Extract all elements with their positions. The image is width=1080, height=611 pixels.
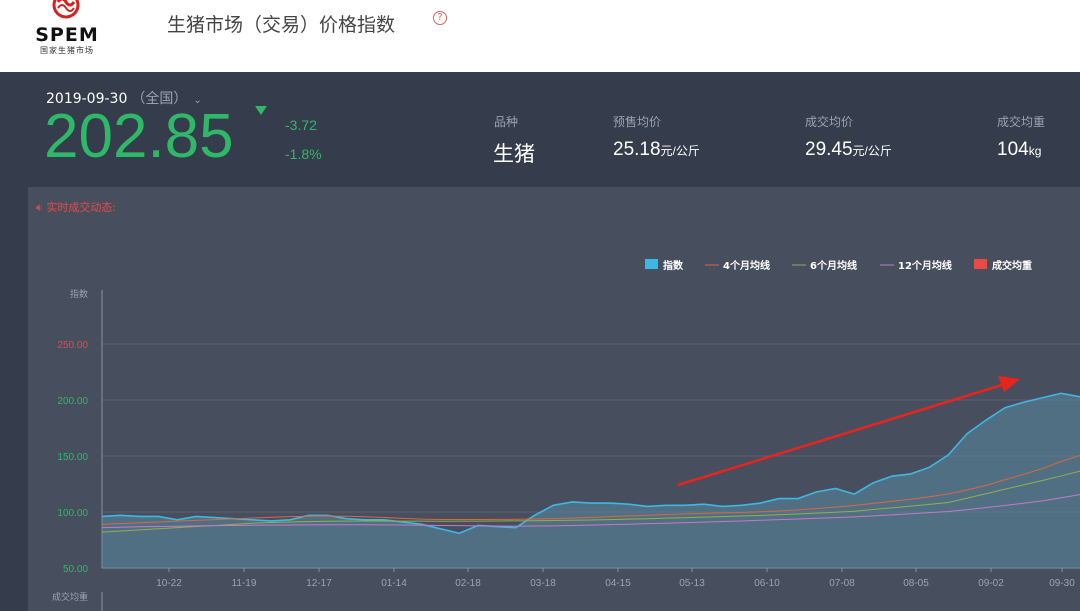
presale-unit: 元/公斤 — [660, 144, 700, 158]
weight-value: 104 — [997, 139, 1029, 160]
x-tick-label: 09-02 — [978, 578, 1004, 589]
ticker-label: 实时成交动态: — [46, 201, 117, 214]
down-triangle-icon — [255, 106, 267, 115]
logo-subtitle: 国家生猪市场 — [40, 46, 94, 55]
legend-label: 4个月均线 — [723, 259, 770, 272]
spem-logo[interactable]: SPEM 国家生猪市场 — [30, 0, 104, 58]
x-tick-label: 09-30 — [1049, 578, 1075, 589]
pig-logo-icon — [52, 0, 80, 19]
index-area — [102, 393, 1080, 568]
x-tick-label: 05-13 — [679, 578, 705, 589]
change-absolute: -3.72 — [285, 117, 317, 133]
presale-price: 25.18元/公斤 — [613, 139, 700, 161]
left-strip — [0, 115, 28, 539]
weight-label: 成交均重 — [997, 115, 1046, 129]
trend-arrow-head — [998, 376, 1020, 392]
logo-text: SPEM — [35, 24, 99, 46]
legend-swatch — [974, 259, 987, 269]
y-tick-label: 200.00 — [57, 396, 88, 407]
trend-arrow-shaft — [677, 382, 1006, 487]
ma4-line — [101, 454, 1080, 525]
region-label: （全国） — [131, 91, 188, 107]
legend-label: 指数 — [663, 259, 684, 272]
change-percent: -1.8% — [285, 146, 322, 162]
x-tick-label: 10-22 — [156, 578, 182, 589]
speaker-icon: 🔉︎ — [36, 201, 43, 214]
y-tick-label: 50.00 — [63, 564, 88, 575]
index-value: 202.85 — [44, 102, 234, 171]
x-tick-label: 02-18 — [455, 578, 481, 589]
date-label: 2019-09-30 — [46, 91, 128, 107]
index-line — [101, 392, 1080, 535]
legend-label: 6个月均线 — [810, 259, 857, 272]
deal-unit: 元/公斤 — [852, 144, 892, 158]
y-tick-label: 250.00 — [57, 340, 88, 351]
y-tick-label: 100.00 — [57, 508, 88, 519]
date-region-selector[interactable]: 2019-09-30 （全国） ⌄ — [46, 88, 202, 108]
x-tick-label: 11-19 — [232, 578, 257, 589]
help-icon[interactable]: ? — [433, 11, 447, 25]
presale-label: 预售均价 — [613, 115, 662, 129]
variety-label: 品种 — [494, 115, 519, 129]
x-tick-label: 08-05 — [903, 578, 929, 589]
deal-price: 29.45元/公斤 — [805, 139, 892, 161]
deal-value: 29.45 — [805, 139, 853, 160]
legend-label: 成交均重 — [992, 259, 1032, 272]
x-tick-label: 04-15 — [605, 578, 631, 589]
variety-value: 生猪 — [493, 142, 535, 166]
x-tick-label: 01-14 — [381, 578, 407, 589]
ma6-line — [101, 470, 1080, 533]
y2-axis-label: 成交均重 — [52, 591, 88, 603]
x-tick-label: 12-17 — [306, 578, 332, 589]
x-tick-label: 03-18 — [530, 578, 556, 589]
chevron-down-icon[interactable]: ⌄ — [193, 95, 202, 106]
legend-swatch — [645, 259, 658, 269]
y-tick-label: 150.00 — [57, 452, 88, 463]
weight-unit: kg — [1028, 144, 1042, 158]
ma12-line — [101, 494, 1080, 529]
presale-value: 25.18 — [613, 139, 661, 160]
weight-stat: 104kg — [997, 139, 1041, 161]
ticker-bar — [28, 187, 1080, 225]
deal-label: 成交均价 — [805, 115, 854, 129]
x-tick-label: 07-08 — [829, 578, 855, 589]
ticker: 🔉︎ 实时成交动态: — [36, 199, 116, 215]
y-axis-label: 指数 — [70, 288, 88, 300]
app-header: SPEM 国家生猪市场 生猪市场（交易）价格指数 ? — [0, 0, 1080, 72]
x-tick-label: 06-10 — [754, 578, 780, 589]
page-title: 生猪市场（交易）价格指数 — [167, 14, 396, 36]
legend-label: 12个月均线 — [898, 259, 952, 272]
